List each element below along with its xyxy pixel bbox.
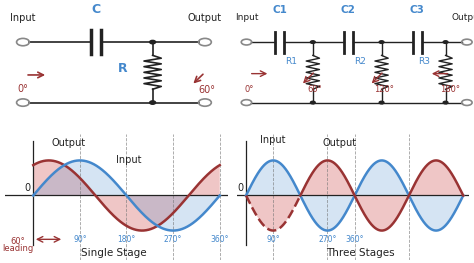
Text: Input: Input bbox=[10, 13, 36, 23]
Text: R1: R1 bbox=[285, 57, 298, 67]
Text: 0°: 0° bbox=[244, 85, 254, 94]
Text: leading: leading bbox=[2, 244, 33, 253]
Text: 60°: 60° bbox=[308, 85, 323, 94]
Text: Output: Output bbox=[51, 138, 85, 148]
Text: Three Stages: Three Stages bbox=[327, 248, 395, 258]
Text: 270°: 270° bbox=[319, 235, 337, 244]
Text: 90°: 90° bbox=[73, 235, 87, 244]
Text: C3: C3 bbox=[410, 5, 425, 15]
Text: 0: 0 bbox=[24, 183, 30, 193]
Text: Input: Input bbox=[260, 135, 286, 145]
Text: Output: Output bbox=[188, 13, 222, 23]
Circle shape bbox=[310, 41, 315, 43]
Text: 0: 0 bbox=[237, 183, 244, 193]
Text: Single Stage: Single Stage bbox=[81, 248, 146, 258]
Text: 60°: 60° bbox=[10, 237, 25, 246]
Text: 270°: 270° bbox=[164, 235, 182, 244]
Text: R2: R2 bbox=[354, 57, 366, 67]
Text: R3: R3 bbox=[418, 57, 430, 67]
Text: 180°: 180° bbox=[118, 235, 136, 244]
Text: 360°: 360° bbox=[346, 235, 364, 244]
Circle shape bbox=[379, 101, 384, 104]
Text: R: R bbox=[118, 62, 128, 75]
Text: C: C bbox=[91, 3, 100, 16]
Text: 60°: 60° bbox=[199, 85, 216, 95]
Text: 180°: 180° bbox=[440, 85, 460, 94]
Circle shape bbox=[443, 101, 448, 104]
Circle shape bbox=[150, 101, 155, 104]
Text: 360°: 360° bbox=[210, 235, 229, 244]
Circle shape bbox=[150, 40, 155, 44]
Circle shape bbox=[379, 41, 384, 43]
Circle shape bbox=[310, 101, 315, 104]
Text: Output: Output bbox=[322, 138, 356, 148]
Text: 0°: 0° bbox=[18, 84, 28, 94]
Text: Input: Input bbox=[235, 13, 258, 22]
Text: C2: C2 bbox=[341, 5, 356, 15]
Circle shape bbox=[443, 41, 448, 43]
Text: Output: Output bbox=[451, 13, 474, 22]
Text: Input: Input bbox=[116, 155, 142, 165]
Text: 120°: 120° bbox=[374, 85, 394, 94]
Text: 90°: 90° bbox=[266, 235, 280, 244]
Text: C1: C1 bbox=[272, 5, 287, 15]
